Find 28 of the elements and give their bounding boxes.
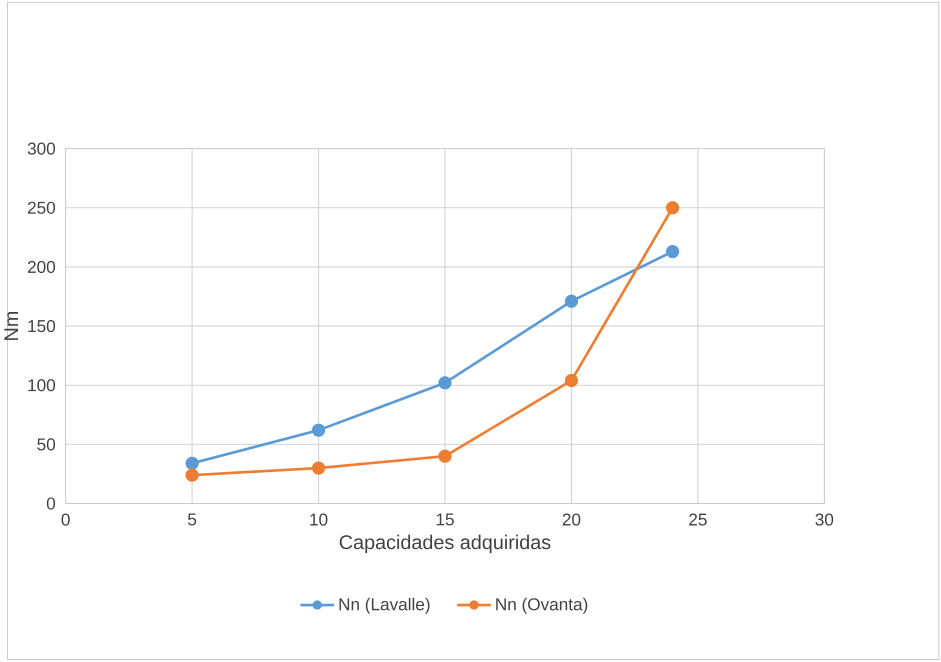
point bbox=[438, 376, 452, 390]
x-tick-label: 30 bbox=[815, 514, 834, 526]
x-tick-label: 15 bbox=[436, 514, 454, 526]
y-tick-label: 150 bbox=[28, 320, 56, 332]
x-tick-label: 5 bbox=[188, 514, 196, 526]
point bbox=[564, 294, 578, 308]
point bbox=[312, 462, 326, 475]
point bbox=[186, 468, 199, 482]
y-tick-label: 200 bbox=[28, 261, 56, 274]
legend-label: Nn (Lavalle) bbox=[340, 598, 430, 614]
x-tick-label: 20 bbox=[562, 514, 580, 526]
point bbox=[186, 456, 199, 470]
y-tick-label: 100 bbox=[28, 379, 56, 392]
x-axis-title: Capacidades adquiridas bbox=[340, 534, 550, 554]
point bbox=[666, 245, 680, 258]
point bbox=[312, 424, 326, 438]
x-tick-label: 25 bbox=[689, 514, 707, 526]
point bbox=[438, 450, 452, 464]
y-tick-label: 50 bbox=[37, 438, 56, 451]
y-tick-label: 300 bbox=[28, 142, 56, 155]
y-tick-label: 0 bbox=[46, 498, 56, 510]
point bbox=[564, 374, 578, 388]
y-axis-title: Nm bbox=[4, 312, 18, 340]
x-tick-label: 0 bbox=[62, 514, 70, 526]
x-tick-label: 10 bbox=[310, 514, 328, 526]
point bbox=[666, 201, 680, 215]
legend-label: Nn (Ovanta) bbox=[496, 598, 588, 614]
y-tick-label: 250 bbox=[28, 202, 56, 214]
